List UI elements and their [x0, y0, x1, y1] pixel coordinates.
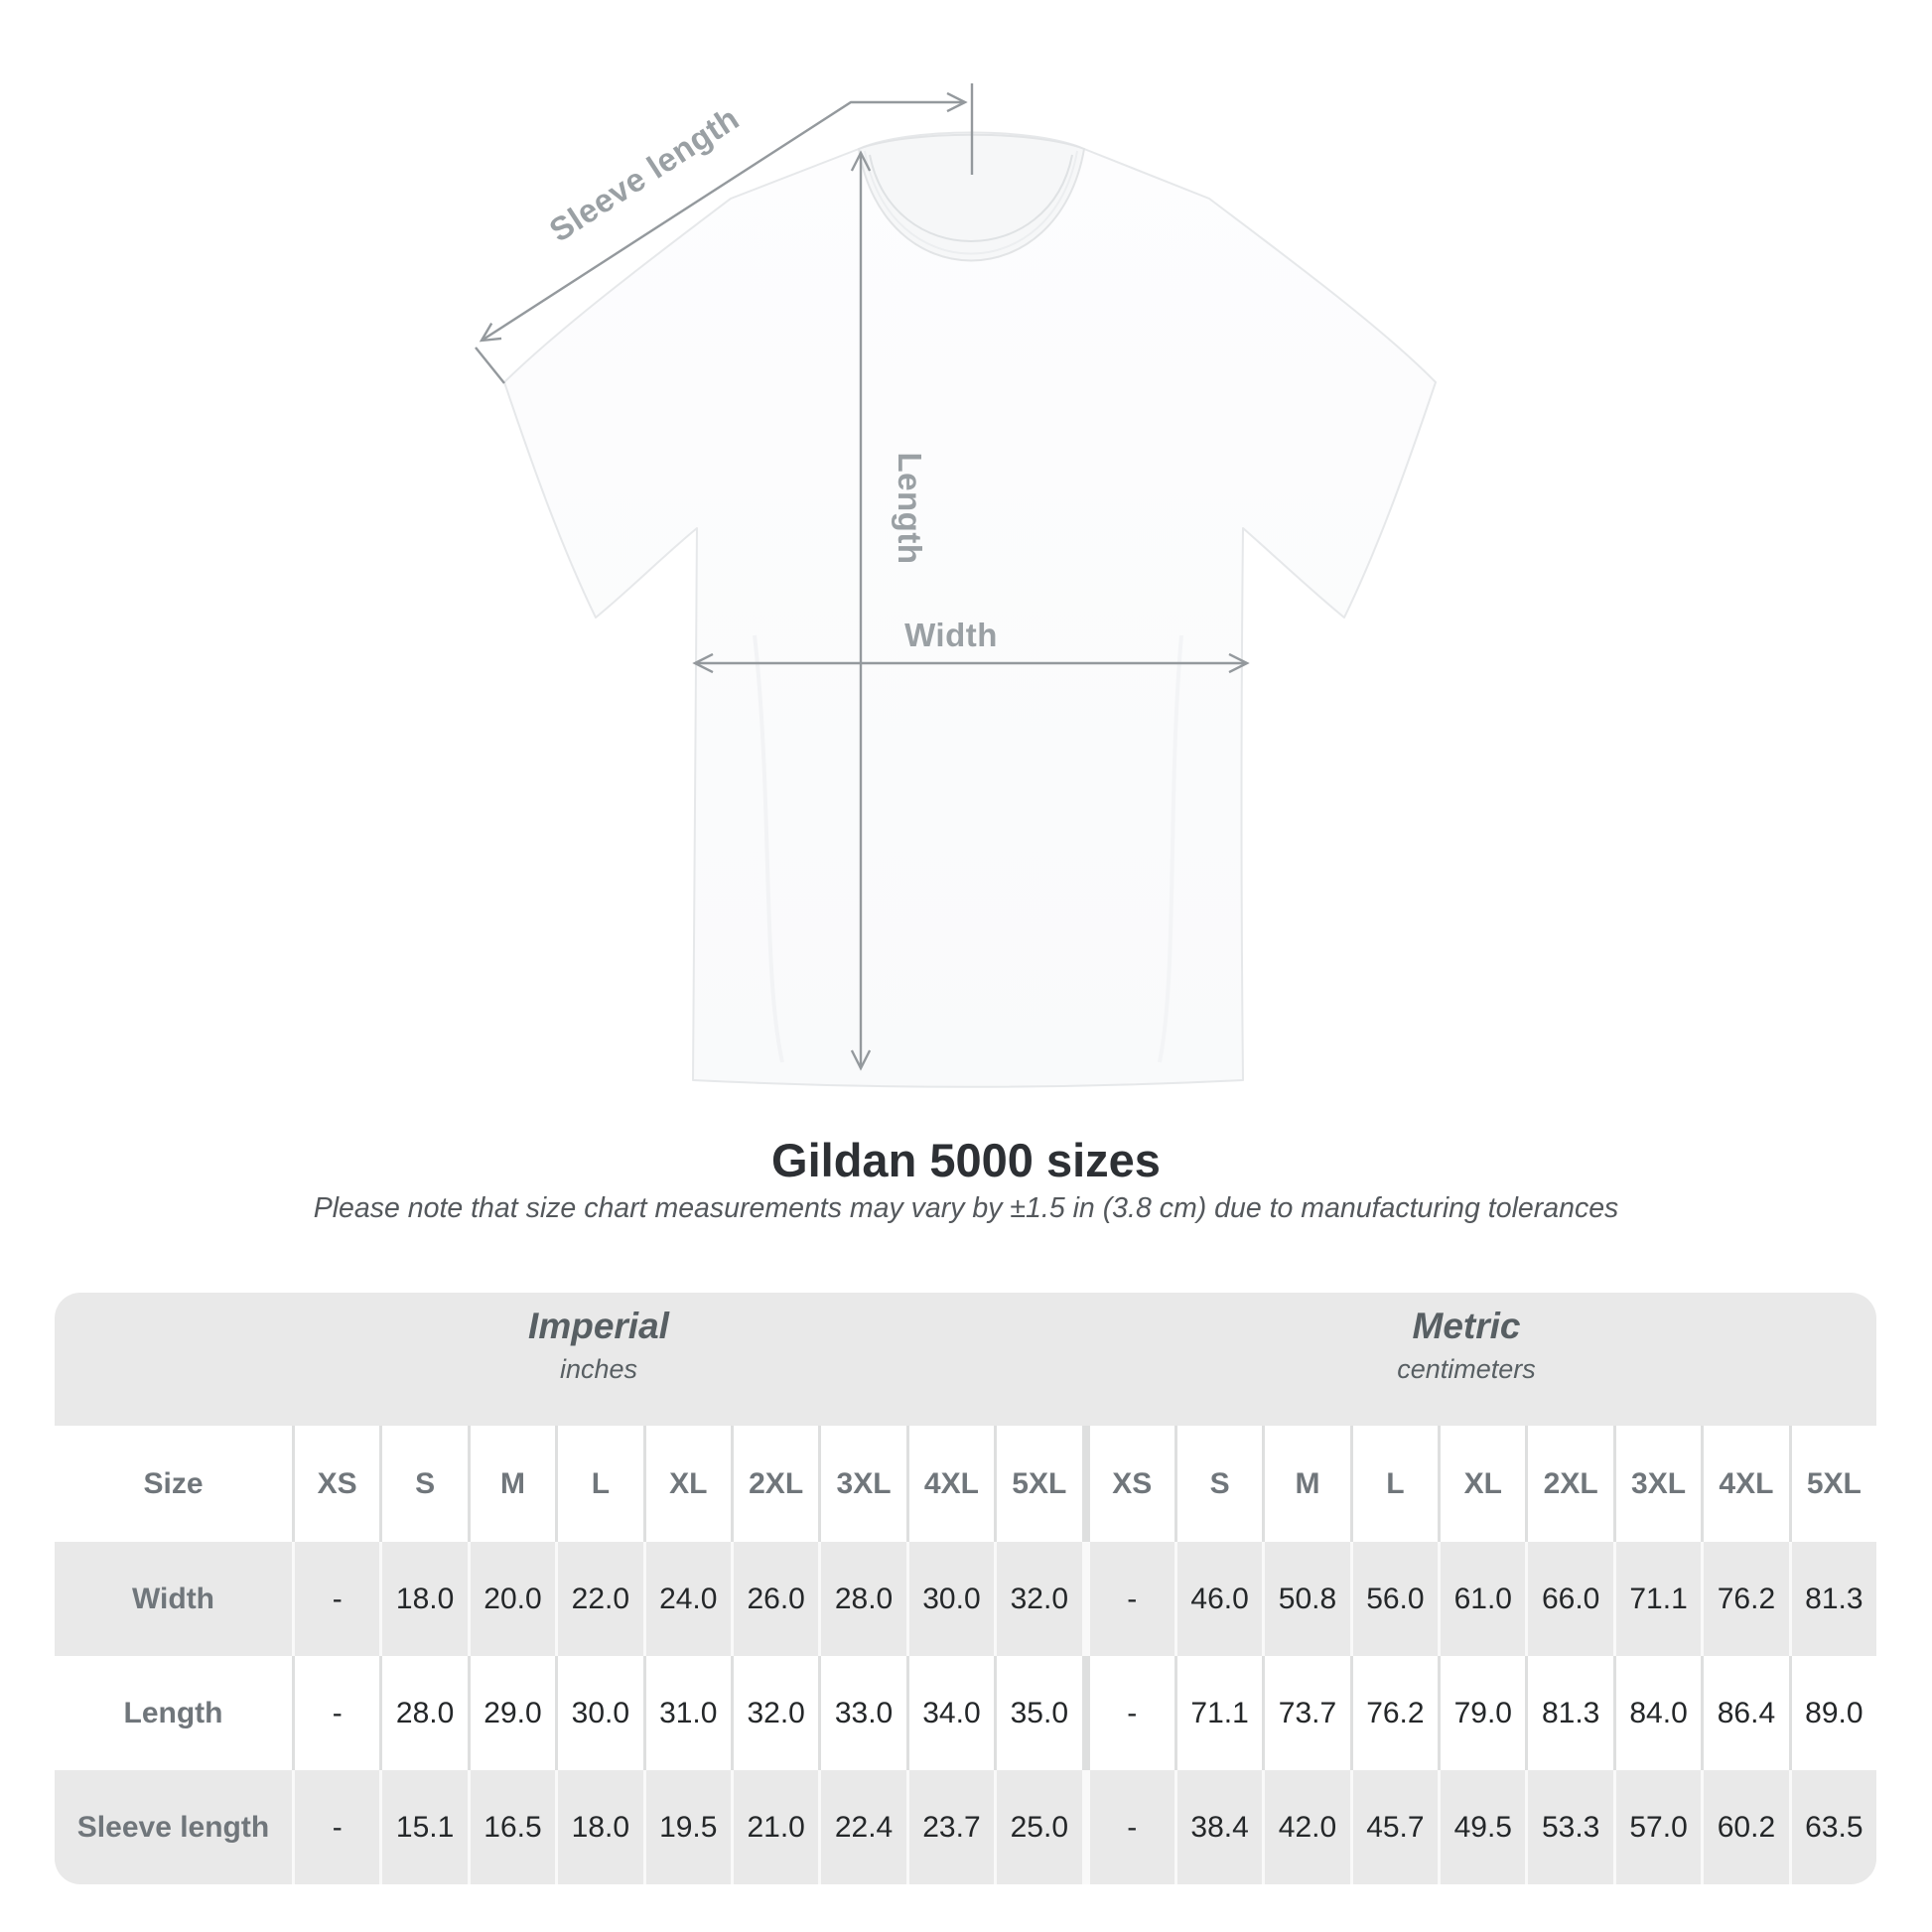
sleeve-end-tick [475, 346, 505, 384]
size-col-header: M [470, 1426, 556, 1542]
size-col-header: 4XL [1704, 1426, 1789, 1542]
value-cell: 29.0 [470, 1656, 556, 1770]
value-cell: 28.0 [821, 1542, 906, 1656]
measurement-row: Length -28.0 29.0 30.0 31.0 32.0 33.0 34.0 35.0-… [55, 1656, 1876, 1770]
value-cell: 61.0 [1441, 1542, 1526, 1656]
metric-section-header: Metric centimeters [1397, 1306, 1536, 1385]
size-grid: Size XS S M L XL 2XL 3XL 4XL 5XL XS S M L XL 2XL 3XL 4XL 5… [55, 1426, 1876, 1884]
size-col-header: XL [645, 1426, 731, 1542]
size-header-row: Size XS S M L XL 2XL 3XL 4XL 5XL XS S M L XL 2XL 3XL 4XL 5… [55, 1426, 1876, 1542]
value-cell: - [295, 1656, 380, 1770]
tshirt-graphic [503, 131, 1437, 1088]
value-cell: 71.1 [1615, 1542, 1702, 1656]
size-col-header: S [382, 1426, 468, 1542]
size-col-header: 2XL [1528, 1426, 1613, 1542]
value-cell: 28.0 [382, 1656, 468, 1770]
value-cell: - [295, 1542, 380, 1656]
metric-sub-label: centimeters [1397, 1354, 1536, 1384]
value-cell: 56.0 [1352, 1542, 1439, 1656]
imperial-sub-label: inches [559, 1354, 638, 1384]
value-cell: 42.0 [1265, 1770, 1350, 1884]
value-cell: 79.0 [1441, 1656, 1526, 1770]
value-cell: 32.0 [733, 1656, 819, 1770]
row-label-cell: Width [55, 1542, 292, 1656]
value-cell: 30.0 [908, 1542, 995, 1656]
value-cell: 18.0 [382, 1542, 468, 1656]
value-cell: - [295, 1770, 380, 1884]
measurement-row: Width -18.0 20.0 22.0 24.0 26.0 28.0 30.0 32.0-4… [55, 1542, 1876, 1656]
size-table: Imperial inches Metric centimeters Size X… [55, 1293, 1876, 1884]
value-cell: 22.4 [821, 1770, 906, 1884]
size-col-header: 5XL [1791, 1426, 1876, 1542]
value-cell: 57.0 [1615, 1770, 1702, 1884]
page-title: Gildan 5000 sizes [771, 1134, 1161, 1186]
size-col-header: 3XL [1615, 1426, 1702, 1542]
value-cell: 24.0 [645, 1542, 731, 1656]
size-col-header: 3XL [821, 1426, 906, 1542]
value-cell: - [1089, 1542, 1174, 1656]
value-cell: 53.3 [1528, 1770, 1613, 1884]
size-col-header: L [1352, 1426, 1439, 1542]
value-cell: 84.0 [1615, 1656, 1702, 1770]
value-cell: 31.0 [645, 1656, 731, 1770]
value-cell: - [1089, 1656, 1174, 1770]
value-cell: 71.1 [1176, 1656, 1263, 1770]
size-col-header: XS [295, 1426, 380, 1542]
width-label: Width [904, 617, 998, 653]
value-cell: 19.5 [645, 1770, 731, 1884]
value-cell: 21.0 [733, 1770, 819, 1884]
units-band: Imperial inches Metric centimeters [55, 1293, 1876, 1426]
value-cell: 26.0 [733, 1542, 819, 1656]
value-cell: 76.2 [1352, 1656, 1439, 1770]
value-cell: 15.1 [382, 1770, 468, 1884]
size-col-header: M [1265, 1426, 1350, 1542]
value-cell: 66.0 [1528, 1542, 1613, 1656]
size-col-header: XS [1089, 1426, 1174, 1542]
value-cell: 16.5 [470, 1770, 556, 1884]
value-cell: 73.7 [1265, 1656, 1350, 1770]
size-col-header: 4XL [908, 1426, 995, 1542]
value-cell: 25.0 [997, 1770, 1082, 1884]
value-cell: 35.0 [997, 1656, 1082, 1770]
size-col-header: L [558, 1426, 643, 1542]
size-header-cell: Size [55, 1426, 292, 1542]
tshirt-measurement-diagram: Sleeve length Length Width [475, 83, 1437, 1088]
value-cell: 30.0 [558, 1656, 643, 1770]
value-cell: 34.0 [908, 1656, 995, 1770]
value-cell: 20.0 [470, 1542, 556, 1656]
value-cell: 49.5 [1441, 1770, 1526, 1884]
tolerance-note: Please note that size chart measurements… [313, 1192, 1619, 1224]
value-cell: 23.7 [908, 1770, 995, 1884]
imperial-section-header: Imperial inches [528, 1306, 669, 1385]
length-label: Length [892, 453, 928, 565]
row-label-cell: Length [55, 1656, 292, 1770]
value-cell: - [1089, 1770, 1174, 1884]
size-col-header: S [1176, 1426, 1263, 1542]
value-cell: 46.0 [1176, 1542, 1263, 1656]
size-col-header: XL [1441, 1426, 1526, 1542]
value-cell: 18.0 [558, 1770, 643, 1884]
value-cell: 63.5 [1791, 1770, 1876, 1884]
value-cell: 86.4 [1704, 1656, 1789, 1770]
value-cell: 50.8 [1265, 1542, 1350, 1656]
value-cell: 81.3 [1791, 1542, 1876, 1656]
row-label-cell: Sleeve length [55, 1770, 292, 1884]
value-cell: 89.0 [1791, 1656, 1876, 1770]
imperial-label: Imperial [528, 1306, 669, 1346]
value-cell: 76.2 [1704, 1542, 1789, 1656]
value-cell: 38.4 [1176, 1770, 1263, 1884]
value-cell: 60.2 [1704, 1770, 1789, 1884]
value-cell: 22.0 [558, 1542, 643, 1656]
sleeve-length-arrow [482, 102, 965, 341]
measurement-row: Sleeve length -15.1 16.5 18.0 19.5 21.0 22.4 23… [55, 1770, 1876, 1884]
value-cell: 45.7 [1352, 1770, 1439, 1884]
value-cell: 32.0 [997, 1542, 1082, 1656]
value-cell: 33.0 [821, 1656, 906, 1770]
value-cell: 81.3 [1528, 1656, 1613, 1770]
metric-label: Metric [1412, 1306, 1521, 1346]
size-col-header: 2XL [733, 1426, 819, 1542]
size-col-header: 5XL [997, 1426, 1082, 1542]
